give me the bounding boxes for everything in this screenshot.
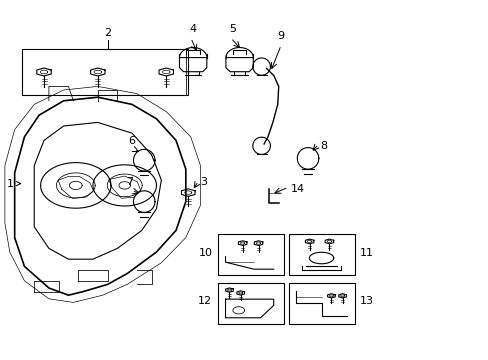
Text: 9: 9 — [277, 31, 284, 41]
Text: 5: 5 — [228, 24, 235, 34]
Bar — [22, 49, 188, 95]
Text: 7: 7 — [126, 177, 133, 187]
Text: 10: 10 — [198, 248, 212, 258]
Text: 13: 13 — [359, 296, 373, 306]
Bar — [288, 234, 354, 275]
Text: 8: 8 — [320, 141, 327, 151]
Bar — [217, 283, 283, 324]
Bar — [288, 283, 354, 324]
Text: 12: 12 — [197, 296, 211, 306]
Text: 14: 14 — [290, 184, 305, 194]
Bar — [217, 234, 283, 275]
Text: 3: 3 — [200, 177, 207, 187]
Text: 2: 2 — [104, 28, 111, 38]
Text: 1: 1 — [7, 179, 20, 189]
Text: 4: 4 — [189, 24, 196, 34]
Text: 11: 11 — [359, 248, 373, 258]
Text: 6: 6 — [128, 136, 135, 146]
